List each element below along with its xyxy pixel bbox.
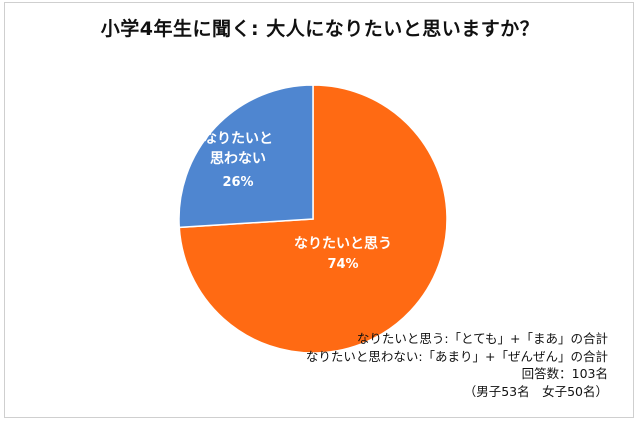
pie-labels: なりたいと思う 74% なりたいと 思わない 26% bbox=[203, 131, 392, 272]
slice-label-not-want-line1: なりたいと bbox=[203, 131, 273, 147]
slice-value-want: 74% bbox=[327, 257, 358, 272]
note-line: 回答数：103名 bbox=[521, 366, 608, 381]
note-line: （男子53名 女子50名） bbox=[463, 383, 608, 399]
note-line: なりたいと思わない:「あまり」+「ぜんぜん」の合計 bbox=[305, 348, 608, 364]
chart-notes: なりたいと思う:「とても」+「まあ」の合計 なりたいと思わない:「あまり」+「ぜ… bbox=[306, 330, 608, 400]
slice-label-not-want-line2: 思わない bbox=[210, 151, 266, 167]
chart-frame bbox=[4, 2, 634, 418]
slice-value-not-want: 26% bbox=[222, 175, 253, 190]
slice-label-want: なりたいと思う bbox=[294, 236, 392, 252]
pie-slices bbox=[178, 84, 448, 354]
note-line: なりたいと思う:「とても」+「まあ」の合計 bbox=[356, 331, 608, 346]
pie-slice-not-want bbox=[178, 84, 314, 229]
chart-title: 小学4年生に聞く: 大人になりたいと思いますか？ bbox=[100, 18, 540, 40]
